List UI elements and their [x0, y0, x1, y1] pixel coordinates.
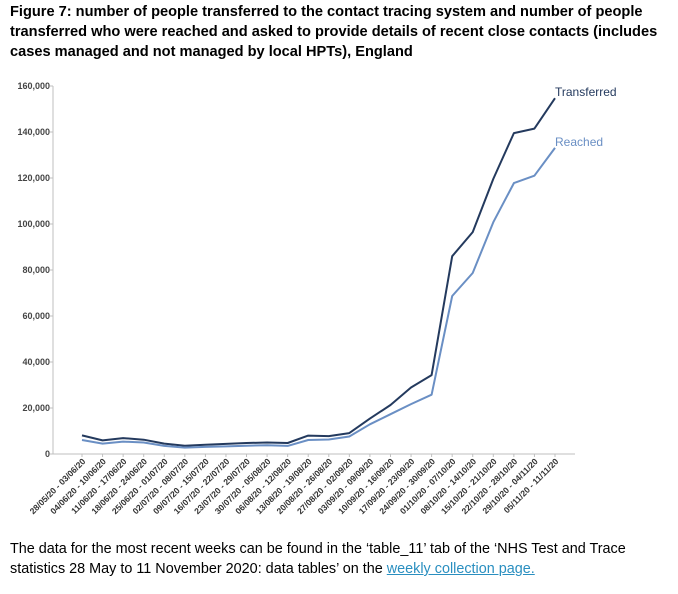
y-tick-label: 60,000 — [22, 311, 50, 321]
weekly-collection-link[interactable]: weekly collection page. — [386, 561, 535, 577]
figure-title: Figure 7: number of people transferred t… — [10, 4, 658, 60]
series-line-transferred — [81, 97, 556, 447]
y-tick-label: 40,000 — [22, 357, 50, 367]
y-axis: 0 20,000 40,000 60,000 80,000 100,000 120,000 1… — [17, 81, 54, 459]
series-lines — [81, 97, 556, 449]
line-chart: 0 20,000 40,000 60,000 80,000 100,000 120,000 1… — [17, 81, 617, 516]
y-tick-label: 0 — [45, 449, 50, 459]
footnote-text: The data for the most recent weeks can b… — [10, 541, 626, 577]
y-tick-label: 140,000 — [17, 127, 50, 137]
series-labels: Transferred Reached — [555, 85, 617, 149]
y-tick-label: 80,000 — [22, 265, 50, 275]
y-tick-label: 20,000 — [22, 403, 50, 413]
series-label-transferred: Transferred — [555, 85, 617, 99]
y-tick-label: 120,000 — [17, 173, 50, 183]
chart-container: 0 20,000 40,000 60,000 80,000 100,000 120,000 1… — [0, 70, 678, 530]
y-tick-label: 160,000 — [17, 81, 50, 91]
series-line-reached — [81, 147, 556, 449]
series-label-reached: Reached — [555, 135, 603, 149]
footnote: The data for the most recent weeks can b… — [10, 539, 670, 579]
y-tick-label: 100,000 — [17, 219, 50, 229]
